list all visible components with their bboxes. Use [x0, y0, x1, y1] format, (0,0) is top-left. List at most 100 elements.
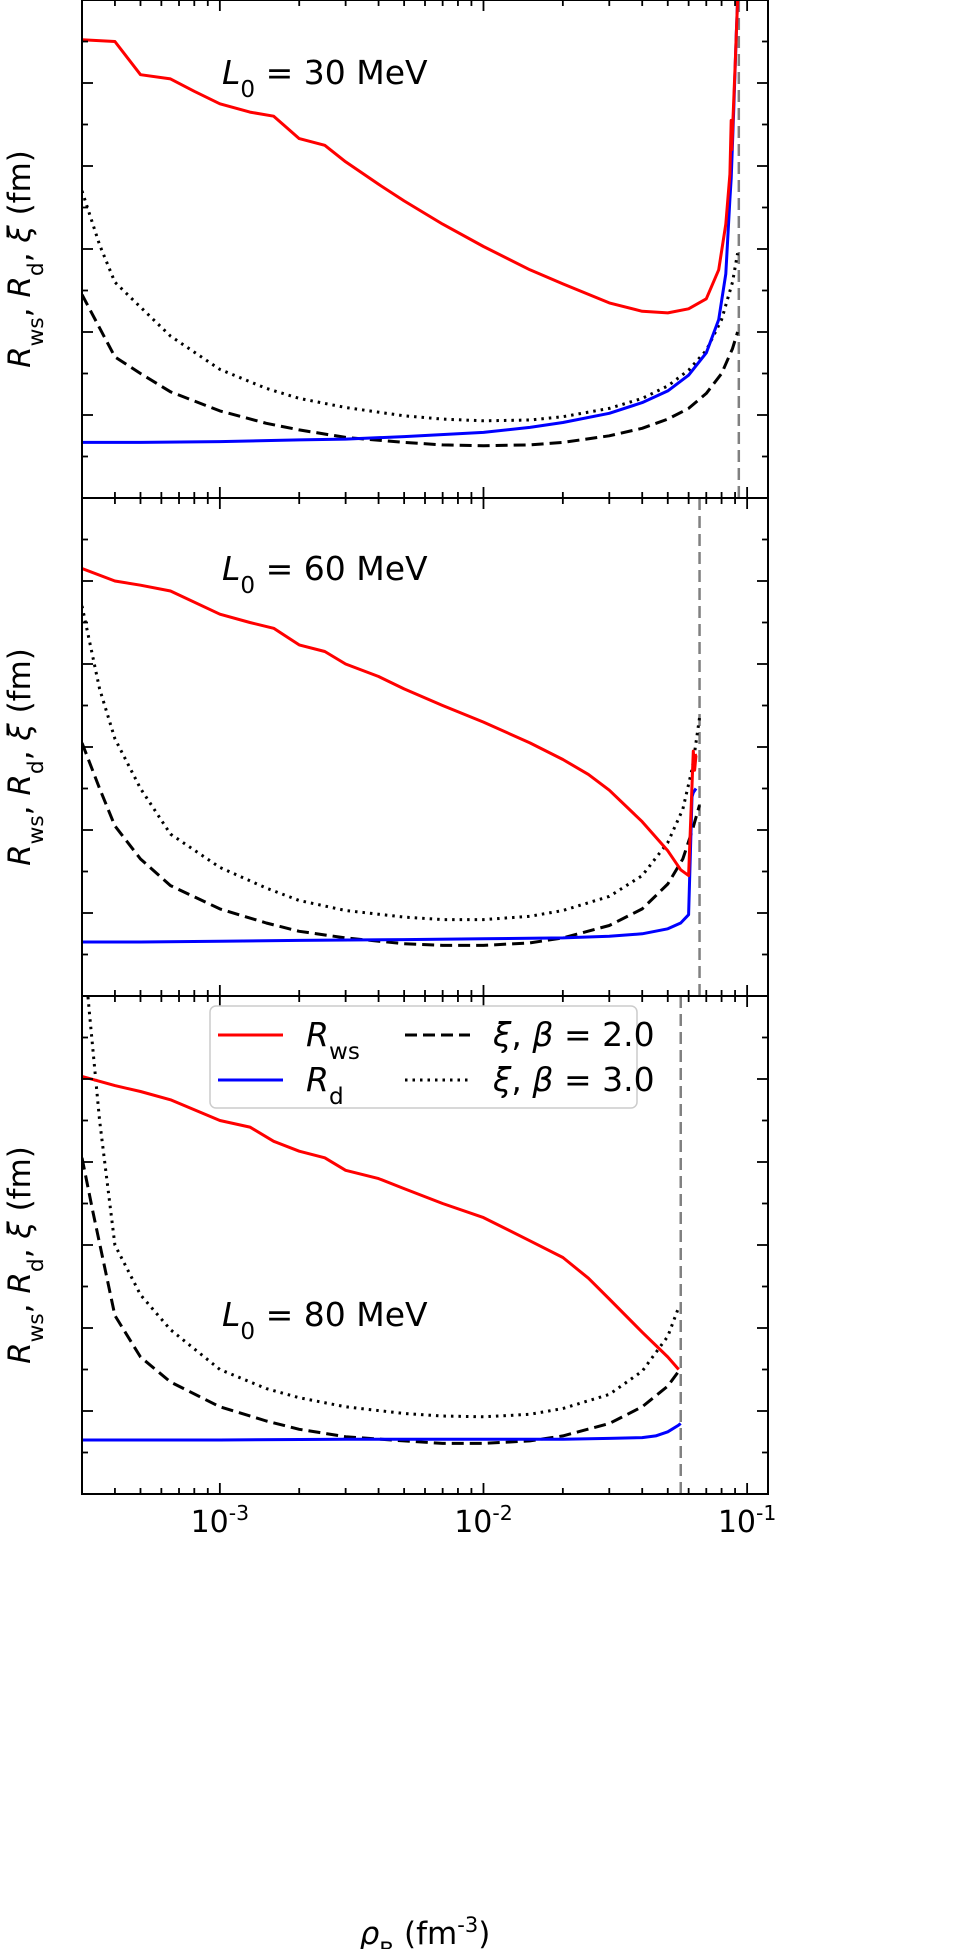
- panel-3: Rws, Rd, ξ (fm) L0 = 80 MeV: [2, 995, 769, 1495]
- series-line-Rws: [82, 1075, 680, 1371]
- legend-label-greek: β: [531, 1015, 553, 1054]
- y-axis-label-word: fm: [2, 162, 38, 203]
- series-line-xi_beta3: [82, 605, 701, 922]
- series-line-xi_beta3: [86, 996, 681, 1419]
- panel-label-subscript: 0: [240, 573, 255, 599]
- legend-label-Rd: Rd: [306, 1060, 344, 1110]
- y-axis-label-text: ): [2, 1146, 38, 1158]
- y-axis-label: Rws, Rd, ξ (fm): [2, 648, 49, 866]
- series-line-xi_beta3: [82, 190, 740, 423]
- legend-label-xi_beta2: ξ, β = 2.0: [492, 1015, 655, 1054]
- y-axis-label-greek: ξ: [2, 1221, 38, 1240]
- panel-label-word: MeV: [356, 549, 428, 588]
- y-axis-label-text: ,: [2, 243, 38, 263]
- y-axis-label-subscript: d: [24, 760, 49, 774]
- x-tick-label-sup: -3: [229, 1501, 249, 1525]
- x-axis-label-text: ): [478, 1916, 490, 1949]
- legend-label-symbol: R: [306, 1060, 329, 1099]
- x-tick-label: 10-3: [191, 1501, 250, 1540]
- x-axis-label-word: fm: [416, 1916, 457, 1949]
- series-line-xi_beta2: [82, 1157, 680, 1445]
- panel-label-subscript: 0: [240, 77, 255, 103]
- legend-label-greek: ξ: [492, 1060, 512, 1099]
- y-axis-label-subscript: d: [24, 262, 49, 276]
- y-axis-label-text: ): [2, 648, 38, 660]
- panel-series-group: [82, 0, 741, 498]
- y-axis-label-word: fm: [2, 1158, 38, 1199]
- panel-label-symbol: L: [222, 1295, 240, 1334]
- panel-label-symbol: L: [222, 549, 240, 588]
- legend-label-text: = 2.0: [553, 1015, 654, 1054]
- y-axis-label-text: ,: [2, 1294, 38, 1314]
- legend-label-subscript: ws: [329, 1039, 360, 1065]
- panel-label-subscript: 0: [240, 1319, 255, 1345]
- series-line-Rws: [82, 567, 698, 878]
- panel-label: L0 = 30 MeV: [222, 53, 428, 103]
- panel-label-symbol: L: [222, 53, 240, 92]
- panel-label-text: = 30: [255, 53, 356, 92]
- y-axis-label-text: ,: [2, 796, 38, 816]
- y-axis-label: Rws, Rd, ξ (fm): [2, 1146, 49, 1364]
- legend-label-subscript: d: [329, 1084, 344, 1110]
- y-axis-label-word: fm: [2, 660, 38, 701]
- series-line-Rws: [82, 0, 740, 315]
- x-axis-label-sup: -3: [457, 1912, 478, 1937]
- y-axis-label-greek: ξ: [2, 225, 38, 244]
- x-tick-label-text: 10: [454, 1505, 492, 1540]
- legend: Rws ξ, β = 2.0 Rd ξ, β = 3.0: [209, 1005, 655, 1110]
- x-axis-label: ρB (fm-3): [360, 1912, 491, 1950]
- legend-label-text: ,: [511, 1060, 532, 1099]
- series-line-Rd: [82, 787, 698, 944]
- panel-label: L0 = 60 MeV: [222, 549, 428, 599]
- x-axis-label-subscript: B: [379, 1938, 394, 1950]
- panel-label-text: = 80: [255, 1295, 356, 1334]
- legend-label-greek: β: [531, 1060, 553, 1099]
- panel-2: Rws, Rd, ξ (fm) L0 = 60 MeV: [2, 497, 769, 997]
- panel-label: L0 = 80 MeV: [222, 1295, 428, 1345]
- legend-label-greek: ξ: [492, 1015, 512, 1054]
- y-axis-label-subscript: ws: [24, 815, 49, 844]
- y-axis-label-symbol: R: [2, 276, 38, 298]
- panel-series-group: [82, 996, 682, 1494]
- series-line-xi_beta2: [82, 293, 740, 448]
- x-tick-label: 10-1: [718, 1501, 777, 1540]
- y-axis-label-symbol: R: [2, 844, 38, 866]
- series-line-Rd: [82, 1422, 682, 1442]
- y-axis-label-text: (: [2, 701, 38, 723]
- panel-series-group: [82, 498, 701, 996]
- x-tick-label-sup: -2: [492, 1501, 512, 1525]
- y-axis-label-symbol: R: [2, 1342, 38, 1364]
- y-axis-label-subscript: d: [24, 1258, 49, 1272]
- y-axis-label-text: ,: [2, 741, 38, 761]
- legend-label-xi_beta3: ξ, β = 3.0: [492, 1060, 655, 1099]
- y-axis-label-text: (: [2, 1199, 38, 1221]
- legend-box: [209, 1005, 638, 1109]
- panel-label-word: MeV: [356, 53, 428, 92]
- series-line-xi_beta2: [82, 742, 701, 947]
- y-axis-label-symbol: R: [2, 774, 38, 796]
- x-axis-label-text: (: [394, 1916, 416, 1949]
- legend-label-Rws: Rws: [306, 1015, 360, 1065]
- x-axis-label-symbol: ρ: [360, 1916, 380, 1949]
- panel-label-word: MeV: [356, 1295, 428, 1334]
- y-axis-label-text: ,: [2, 1239, 38, 1259]
- x-tick-label: 10-2: [454, 1501, 513, 1540]
- legend-label-symbol: R: [306, 1015, 329, 1054]
- x-tick-label-text: 10: [191, 1505, 229, 1540]
- legend-label-text: = 3.0: [553, 1060, 654, 1099]
- x-tick-label-sup: -1: [756, 1501, 776, 1525]
- y-axis-label-text: (: [2, 203, 38, 225]
- panel-label-text: = 60: [255, 549, 356, 588]
- legend-label-text: ,: [511, 1015, 532, 1054]
- y-axis-label-text: ,: [2, 298, 38, 318]
- y-axis-label-greek: ξ: [2, 723, 38, 742]
- y-axis-label-text: ): [2, 150, 38, 162]
- y-axis-label-subscript: ws: [24, 1313, 49, 1342]
- y-axis-label-symbol: R: [2, 346, 38, 368]
- panel-1: Rws, Rd, ξ (fm) L0 = 30 MeV: [2, 0, 769, 499]
- x-tick-label-text: 10: [718, 1505, 756, 1540]
- y-axis-label-symbol: R: [2, 1272, 38, 1294]
- y-axis-label: Rws, Rd, ξ (fm): [2, 150, 49, 368]
